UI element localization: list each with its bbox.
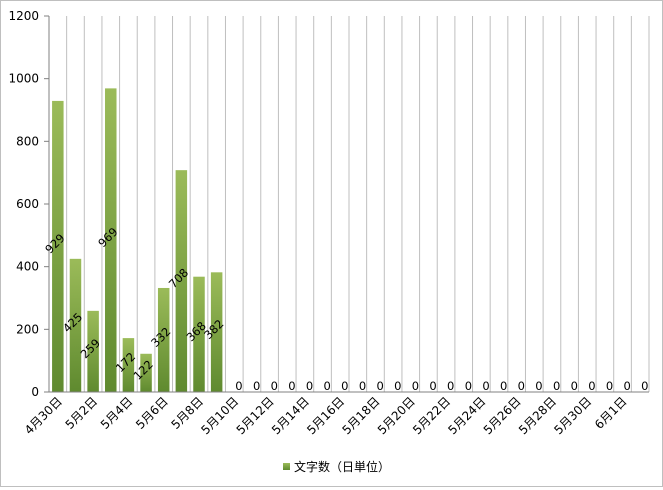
- bar: [52, 100, 64, 392]
- y-tick-label: 800: [16, 134, 39, 148]
- bar: [210, 272, 223, 392]
- legend-label: 文字数（日単位）: [294, 459, 390, 474]
- x-axis-ticks: 4月30日5月2日5月4日5月6日5月8日5月10日5月12日5月14日5月16…: [22, 394, 630, 437]
- x-tick-label: 5月26日: [481, 394, 524, 437]
- data-label: 0: [465, 379, 472, 393]
- data-label: 0: [571, 379, 578, 393]
- y-tick-label: 600: [16, 197, 39, 211]
- y-tick-label: 200: [16, 322, 39, 336]
- data-label: 0: [324, 379, 331, 393]
- x-tick-label: 5月24日: [445, 394, 488, 437]
- x-tick-label: 5月12日: [234, 394, 277, 437]
- bar: [87, 310, 99, 392]
- x-tick-label: 5月20日: [375, 394, 418, 437]
- x-tick-label: 5月16日: [304, 394, 347, 437]
- data-label: 0: [394, 379, 401, 393]
- x-tick-label: 5月28日: [516, 394, 559, 437]
- bar: [140, 353, 152, 392]
- x-tick-label: 5月18日: [340, 394, 383, 437]
- x-tick-label: 5月22日: [410, 394, 453, 437]
- x-tick-label: 6月1日: [592, 394, 630, 432]
- data-label: 332: [148, 324, 173, 349]
- legend-swatch: [283, 463, 290, 470]
- grid-lines: [48, 16, 650, 392]
- data-label: 0: [624, 379, 631, 393]
- data-label: 969: [95, 225, 120, 250]
- data-label: 0: [359, 379, 366, 393]
- bar: [122, 338, 135, 392]
- data-label: 0: [553, 379, 560, 393]
- x-tick-label: 5月14日: [269, 394, 312, 437]
- data-label: 259: [78, 336, 103, 361]
- bar: [157, 287, 170, 392]
- x-tick-label: 5月2日: [63, 394, 101, 432]
- data-label: 0: [253, 379, 260, 393]
- data-label: 0: [518, 379, 525, 393]
- bar: [175, 170, 188, 392]
- data-label: 0: [235, 379, 242, 393]
- x-tick-label: 4月30日: [22, 394, 65, 437]
- data-label: 0: [412, 379, 419, 393]
- data-label: 0: [376, 379, 383, 393]
- y-tick-label: 1200: [8, 9, 39, 23]
- bar: [69, 258, 82, 392]
- data-label: 0: [535, 379, 542, 393]
- data-label: 929: [42, 231, 67, 256]
- x-tick-label: 5月6日: [133, 394, 171, 432]
- data-label: 0: [482, 379, 489, 393]
- x-tick-label: 5月10日: [198, 394, 241, 437]
- data-label: 0: [641, 379, 648, 393]
- y-tick-label: 1000: [8, 72, 39, 86]
- data-label: 0: [500, 379, 507, 393]
- data-label: 0: [588, 379, 595, 393]
- data-label: 0: [429, 379, 436, 393]
- data-label: 0: [606, 379, 613, 393]
- x-tick-label: 5月30日: [551, 394, 594, 437]
- y-axis-ticks: 0 200 400 600 800 1000 1200: [8, 9, 39, 399]
- data-label: 382: [201, 317, 226, 342]
- data-label: 0: [341, 379, 348, 393]
- data-label: 0: [288, 379, 295, 393]
- x-tick-label: 5月4日: [98, 394, 136, 432]
- data-label: 425: [60, 310, 85, 335]
- y-tick-label: 400: [16, 260, 39, 274]
- data-label: 0: [306, 379, 313, 393]
- bar: [105, 88, 117, 392]
- bar: [193, 276, 205, 392]
- data-label: 0: [447, 379, 454, 393]
- data-label: 708: [166, 266, 191, 291]
- bars: [52, 88, 223, 392]
- y-tick-label: 0: [31, 385, 39, 399]
- legend: 文字数（日単位）: [283, 459, 390, 474]
- data-label: 0: [271, 379, 278, 393]
- axes: [44, 15, 649, 393]
